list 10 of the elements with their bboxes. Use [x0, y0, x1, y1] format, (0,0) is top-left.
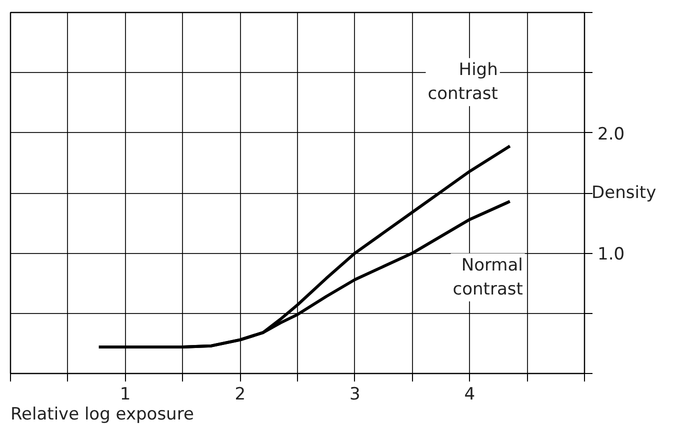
x-tick-label: 3: [349, 384, 360, 404]
x-tick-label: 4: [464, 384, 476, 404]
y-tick-label: 1.0: [598, 244, 625, 265]
x-axis-title: Relative log exposure: [10, 404, 194, 424]
x-tick-label: 1: [120, 384, 131, 404]
x-tick-label: 2: [234, 384, 246, 404]
series-label: Normal contrast: [452, 255, 524, 300]
y-tick-label: 2.0: [598, 124, 625, 144]
text: High contrast: [428, 60, 498, 104]
y-axis-title: Density: [592, 183, 656, 203]
